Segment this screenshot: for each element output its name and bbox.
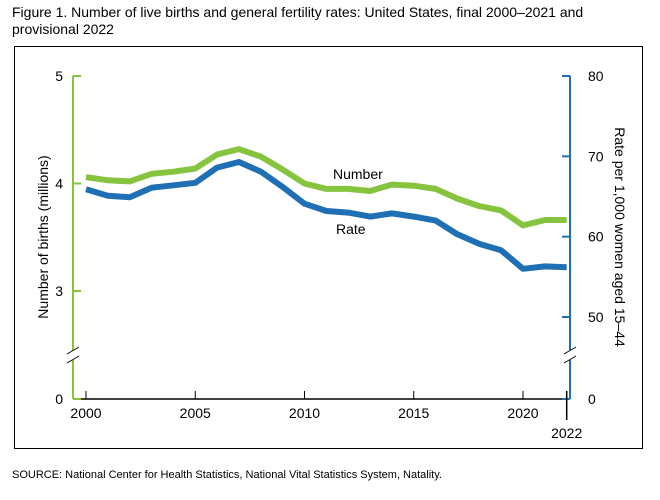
right-tick-label: 70 [588,148,604,164]
x-tick-label: 2020 [507,405,538,421]
series-label-number: Number [333,166,383,182]
series-line-rate [85,159,567,272]
x-tick-label: 2010 [289,405,320,421]
series-line-number [85,146,567,229]
right-tick-label: 60 [588,229,604,245]
right-axis-break [563,355,577,364]
chart-title: Figure 1. Number of live births and gene… [12,4,584,37]
source-note: SOURCE: National Center for Health Stati… [12,469,442,481]
axes-layer [66,75,577,420]
left-tick-label: 4 [55,176,63,192]
left-axis-break [66,346,80,355]
x-tick-label: 2000 [70,405,101,421]
chart-frame [14,46,643,449]
series-label-rate: Rate [336,221,366,237]
lines-layer [85,146,567,272]
x-tick-label: 2005 [180,405,211,421]
right-tick-label: 0 [588,391,596,407]
x-tick-label: 2015 [398,405,429,421]
x-extra-label: 2022 [551,425,582,441]
left-axis-title: Number of births (millions) [35,155,51,318]
left-tick-label: 3 [55,283,63,299]
right-axis-title: Rate per 1,000 women aged 15–44 [612,127,628,347]
left-axis-break [66,355,80,364]
left-tick-label: 0 [55,391,63,407]
right-tick-label: 80 [588,68,604,84]
left-tick-label: 5 [55,68,63,84]
right-axis-break [563,346,577,355]
right-tick-label: 50 [588,309,604,325]
